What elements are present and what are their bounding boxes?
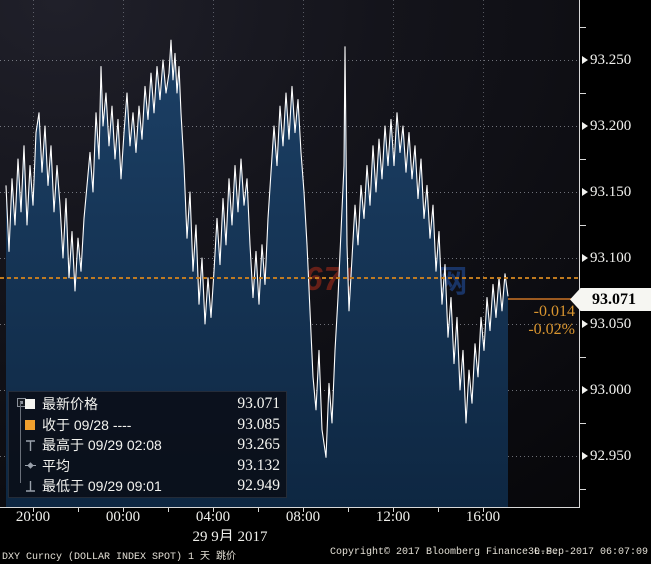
- legend-row: 最高于 09/29 02:08 93.265: [25, 435, 280, 456]
- legend-tree-line: [20, 402, 21, 483]
- price-minor-tick: [580, 159, 586, 160]
- price-minor-tick: [580, 93, 586, 94]
- legend-value: 92.949: [237, 477, 280, 495]
- avg-marker-icon: [25, 459, 42, 472]
- time-axis-tick: [483, 508, 484, 512]
- legend-value: 93.132: [237, 456, 280, 474]
- v-gridline: [213, 0, 214, 507]
- legend-label: 最新价格: [42, 396, 98, 413]
- time-axis-tick: [438, 508, 439, 512]
- change-percent: -0.02%: [528, 321, 575, 338]
- price-tick-text: 92.950: [590, 447, 632, 464]
- price-chart-svg: [5, 39, 509, 507]
- price-tick-text: 93.200: [590, 117, 632, 134]
- time-axis-tick: [123, 508, 124, 512]
- price-tick-arrow-icon: [582, 122, 588, 130]
- price-minor-tick: [580, 225, 586, 226]
- h-gridline: [0, 60, 579, 61]
- legend-label: 最低于 09/29 09:01: [42, 478, 162, 495]
- price-tick-label: 93.100: [582, 250, 631, 266]
- price-tick-label: 92.950: [582, 448, 631, 464]
- legend-panel: 最新价格 93.071 收于 09/28 ---- 93.085 最高于 09/29 0…: [8, 391, 287, 498]
- price-tick-text: 93.250: [590, 51, 632, 68]
- legend-rows: 最新价格 93.071 收于 09/28 ---- 93.085 最高于 09/29 0…: [25, 394, 280, 497]
- time-tick-label: 12:00: [375, 509, 411, 525]
- time-tick-label: 08:00: [285, 509, 321, 525]
- price-tick-arrow-icon: [582, 188, 588, 196]
- low-marker-icon: [25, 480, 42, 493]
- legend-value: 93.085: [237, 415, 280, 433]
- legend-row: 最低于 09/29 09:01 92.949: [25, 476, 280, 497]
- price-minor-tick: [580, 357, 586, 358]
- legend-value: 93.071: [237, 395, 280, 413]
- time-tick-label: 04:00: [195, 509, 231, 525]
- price-tick-arrow-icon: [582, 386, 588, 394]
- price-tick-arrow-icon: [582, 452, 588, 460]
- legend-row: 平均 93.132: [25, 456, 280, 477]
- price-tick-label: 93.200: [582, 118, 631, 134]
- time-axis-line: [0, 507, 580, 508]
- legend-row: 最新价格 93.071: [25, 394, 280, 415]
- time-tick-label: 00:00: [105, 509, 141, 525]
- price-minor-tick: [580, 27, 586, 28]
- time-axis-tick: [258, 508, 259, 512]
- time-axis-tick: [168, 508, 169, 512]
- time-axis-tick: [303, 508, 304, 512]
- prev-close-dashed-line: [0, 277, 579, 279]
- time-axis-tick: [33, 508, 34, 512]
- time-tick-label: 16:00: [465, 509, 501, 525]
- timestamp: 30-Sep-2017 06:07:09: [527, 547, 648, 558]
- price-line: [5, 39, 509, 458]
- price-tick-label: 93.000: [582, 382, 631, 398]
- security-description: DXY Curncy (DOLLAR INDEX SPOT) 1 天 跳价: [2, 552, 237, 563]
- high-marker-icon: [25, 439, 42, 452]
- legend-row: 收于 09/28 ---- 93.085: [25, 415, 280, 436]
- price-tick-label: 93.150: [582, 184, 631, 200]
- legend-label: 收于 09/28 ----: [42, 416, 132, 433]
- price-tick-label: 93.050: [582, 316, 631, 332]
- price-tick-label: 93.250: [582, 52, 631, 68]
- last-price-leader-line: [508, 298, 579, 300]
- time-axis-tick: [213, 508, 214, 512]
- status-bar: DXY Curncy (DOLLAR INDEX SPOT) 1 天 跳价 Co…: [0, 541, 651, 564]
- price-minor-tick: [580, 423, 586, 424]
- change-absolute: -0.014: [533, 303, 575, 320]
- time-axis-tick: [78, 508, 79, 512]
- time-axis-tick: [393, 508, 394, 512]
- price-tick-text: 93.150: [590, 183, 632, 200]
- price-tick-text: 93.100: [590, 249, 632, 266]
- price-tick-arrow-icon: [582, 56, 588, 64]
- legend-label: 最高于 09/29 02:08: [42, 437, 162, 454]
- square-white-marker-icon: [25, 399, 42, 410]
- time-tick-label: 20:00: [15, 509, 51, 525]
- square-orange-marker-icon: [25, 419, 42, 430]
- price-minor-tick: [580, 489, 586, 490]
- price-tick-arrow-icon: [582, 320, 588, 328]
- v-gridline: [483, 0, 484, 507]
- legend-label: 平均: [42, 457, 70, 474]
- copyright-text: Copyright© 2017 Bloomberg Finance L.P.: [330, 547, 559, 558]
- last-price-badge: 93.071: [570, 288, 651, 311]
- price-tick-text: 93.050: [590, 315, 632, 332]
- price-tick-text: 93.000: [590, 381, 632, 398]
- price-tick-arrow-icon: [582, 254, 588, 262]
- time-axis-tick: [348, 508, 349, 512]
- legend-value: 93.265: [237, 436, 280, 454]
- price-axis-line: [579, 0, 580, 508]
